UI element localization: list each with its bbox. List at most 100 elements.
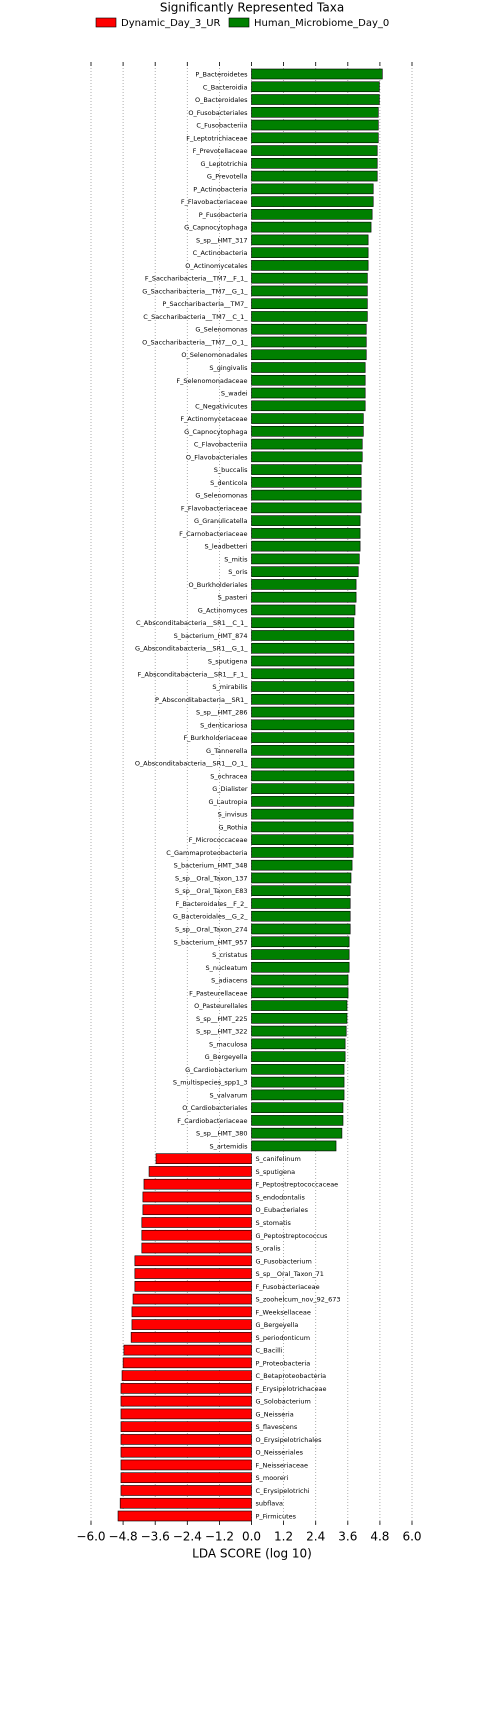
category-label: S_leadbetteri: [205, 543, 248, 551]
category-label: F_Actinomycetaceae: [180, 415, 247, 423]
category-label: F_Neisseriaceae: [256, 1461, 308, 1469]
bar: [251, 1000, 348, 1011]
category-label: O_Fusobacteriales: [188, 109, 248, 117]
category-label: P_Saccharibacteria__TM7_: [162, 300, 248, 308]
bar: [251, 1102, 344, 1113]
category-label: P_Proteobacteria: [256, 1359, 311, 1367]
bar: [251, 234, 369, 246]
category-label: G_Absconditabacteria__SR1__G_1_: [135, 645, 248, 653]
category-label: S_bacterium_HMT_957: [174, 938, 248, 946]
bar: [251, 630, 355, 641]
bar: [120, 1408, 252, 1420]
category-label: O_Erysipelotrichales: [256, 1436, 323, 1444]
category-label: C_Negativicutes: [195, 402, 248, 410]
bar: [251, 847, 354, 858]
bar: [134, 1255, 252, 1267]
category-label: C_Absconditabacteria__SR1__C_1_: [136, 619, 248, 627]
legend-swatch: [95, 17, 117, 28]
bar: [251, 209, 373, 220]
bar: [143, 1178, 252, 1190]
category-label: F_Fusobacteriaceae: [256, 1283, 320, 1291]
category-label: C_Flavobacteriia: [194, 441, 248, 449]
category-label: S_zoohelcum_nov_92_673: [256, 1296, 341, 1304]
x-tick-label: 3.6: [338, 1530, 357, 1544]
bar: [251, 693, 355, 705]
category-label: F_Weeksellaceae: [256, 1308, 311, 1316]
x-tick-label: 6.0: [402, 1530, 421, 1544]
category-label: S_stomatis: [256, 1219, 292, 1227]
chart-title: Significantly Represented Taxa: [160, 1, 344, 15]
category-label: O_Absconditabacteria__SR1__O_1_: [135, 760, 248, 768]
bar: [251, 732, 355, 743]
x-tick-label: −1.2: [205, 1530, 234, 1544]
category-label: P_Absconditabacteria__SR1_: [155, 696, 248, 704]
category-label: S_periodonticum: [256, 1334, 311, 1342]
bar: [251, 311, 368, 322]
x-axis-label: LDA SCORE (log 10): [192, 1547, 312, 1561]
bar: [251, 719, 355, 731]
category-label: S_sp__Oral_Taxon_137: [175, 874, 248, 882]
bar: [251, 362, 366, 373]
bar: [251, 387, 366, 399]
bar: [251, 1115, 344, 1126]
bar: [251, 260, 369, 271]
category-label: S_nucleatum: [206, 964, 248, 972]
category-label: S_denticola: [210, 479, 247, 487]
legend-label: Human_Microbiome_Day_0: [254, 18, 389, 29]
bar: [251, 987, 349, 999]
category-label: O_Burkholderiales: [188, 581, 248, 589]
category-label: S_bacterium_HMT_348: [174, 862, 248, 870]
category-label: F_Leptotrichiaceae: [186, 134, 247, 142]
bar: [251, 349, 367, 361]
x-tick-label: −4.8: [109, 1530, 138, 1544]
bar: [120, 1472, 252, 1484]
bar: [251, 668, 355, 680]
category-label: O_Pasteurellales: [194, 1002, 248, 1010]
category-label: P_Fusobacteria: [199, 211, 248, 219]
category-label: F_Burkholderiaceae: [183, 734, 247, 742]
category-label: G_Capnocytophaga: [184, 224, 247, 232]
bar: [251, 796, 355, 807]
category-label: G_Rothia: [219, 823, 248, 831]
bar: [251, 1089, 345, 1101]
bar: [251, 898, 351, 909]
bar: [251, 1140, 337, 1152]
category-label: S_sp__Oral_Taxon_71: [256, 1270, 324, 1278]
bar: [251, 285, 368, 297]
bar: [251, 158, 378, 169]
bar: [251, 1127, 343, 1139]
category-label: O_Actinomycetales: [185, 262, 248, 270]
category-label: G_Selenomonas: [195, 326, 248, 334]
bar: [251, 872, 352, 884]
category-label: C_Saccharibacteria__TM7__C_1_: [143, 313, 248, 321]
category-label: G_Bacteroidales__G_2_: [173, 913, 248, 921]
category-label: G_Tannerella: [206, 747, 248, 755]
bar: [120, 1421, 252, 1432]
category-label: C_Erysipelotrichi: [256, 1487, 310, 1495]
category-label: G_Bergeyella: [205, 1053, 248, 1061]
category-label: F_Saccharibacteria__TM7__F_1_: [145, 275, 248, 283]
x-tick-label: 0.0: [242, 1530, 261, 1544]
bar: [251, 94, 380, 105]
bar: [120, 1446, 252, 1458]
bar: [251, 808, 354, 820]
bar: [251, 196, 374, 207]
category-label: S_adiacens: [211, 977, 248, 985]
bar: [251, 502, 362, 514]
category-label: G_Saccharibacteria__TM7__G_1_: [142, 287, 248, 295]
category-label: O_Cardiobacteriales: [182, 1104, 248, 1112]
category-label: G_Leptotrichia: [201, 160, 248, 168]
bar: [251, 681, 355, 692]
category-label: S_sp__HMT_225: [196, 1015, 248, 1023]
bar: [251, 821, 354, 833]
bar: [251, 579, 357, 590]
category-label: S_maculosa: [209, 1040, 248, 1048]
bar: [131, 1319, 252, 1330]
category-label: S_bacterium_HMT_874: [174, 632, 248, 640]
bar: [251, 642, 355, 654]
category-label: O_Selenomonadales: [181, 351, 248, 359]
bar: [120, 1459, 252, 1471]
category-label: S_buccalis: [214, 466, 248, 474]
bar: [251, 336, 367, 348]
